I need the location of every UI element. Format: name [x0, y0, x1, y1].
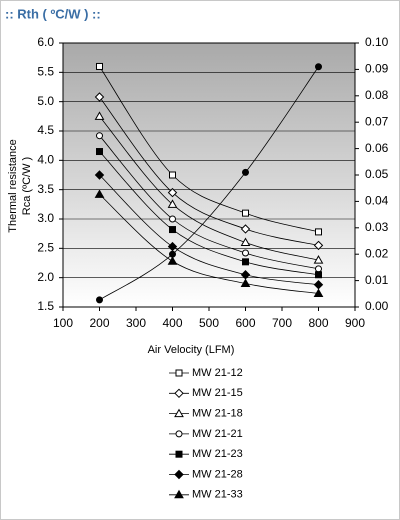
- marker: [169, 215, 176, 223]
- marker: [169, 171, 176, 179]
- legend-label: MW 21-23: [192, 448, 243, 460]
- marker: [313, 240, 324, 251]
- y-tick-label: 5.5: [37, 65, 54, 79]
- marker: [94, 170, 105, 180]
- x-tick-label: 400: [162, 316, 182, 330]
- series-line: [99, 66, 319, 301]
- marker: [96, 296, 103, 304]
- y-axis-label: Thermal resistance: [7, 139, 19, 233]
- marker: [167, 187, 178, 198]
- x-axis-label: Air Velocity (LFM): [148, 344, 235, 356]
- y-tick-label: 2.5: [37, 241, 54, 255]
- marker: [240, 237, 251, 246]
- y-tick-label: 2.0: [37, 270, 54, 284]
- y-axis-label: Rca (ºC/W ): [21, 157, 33, 215]
- y-tick-label: 4.0: [37, 153, 54, 167]
- y-tick-label: 3.0: [37, 211, 54, 225]
- legend-label: MW 21-18: [192, 408, 243, 420]
- legend-label: MW 21-12: [192, 367, 243, 379]
- y2-tick-label: 0.07: [365, 114, 389, 128]
- marker: [169, 250, 176, 258]
- y-tick-label: 6.0: [37, 35, 54, 49]
- marker: [315, 265, 322, 273]
- x-tick-label: 300: [126, 316, 146, 330]
- marker: [240, 278, 251, 288]
- marker: [167, 256, 178, 265]
- marker: [175, 430, 183, 438]
- marker: [242, 258, 249, 266]
- x-tick-label: 500: [199, 316, 219, 330]
- legend-label: MW 21-33: [192, 489, 243, 501]
- x-tick-label: 600: [235, 316, 255, 330]
- plot-area: [62, 42, 356, 308]
- y2-tick-label: 0.00: [365, 299, 389, 313]
- marker: [242, 249, 249, 257]
- y-tick-label: 5.0: [37, 94, 54, 108]
- marker: [94, 189, 105, 198]
- marker: [242, 168, 249, 176]
- y2-tick-label: 0.06: [365, 141, 389, 155]
- marker: [96, 148, 103, 156]
- y2-tick-label: 0.10: [365, 35, 389, 49]
- y-tick-label: 4.5: [37, 123, 54, 137]
- marker: [174, 469, 184, 480]
- x-tick-label: 800: [308, 316, 328, 330]
- series-line: [99, 135, 319, 270]
- marker: [315, 228, 322, 236]
- legend-label: MW 21-21: [192, 428, 243, 440]
- y2-tick-label: 0.01: [365, 273, 389, 287]
- marker: [240, 224, 251, 234]
- y2-tick-label: 0.09: [365, 62, 389, 76]
- marker: [167, 199, 178, 208]
- x-tick-label: 100: [53, 316, 73, 330]
- legend-label: MW 21-28: [192, 468, 243, 480]
- series-line: [99, 174, 319, 286]
- y2-tick-label: 0.03: [365, 220, 389, 234]
- marker: [94, 111, 105, 120]
- x-tick-label: 900: [345, 316, 365, 330]
- marker: [313, 288, 324, 298]
- series-line: [99, 194, 319, 294]
- marker: [174, 489, 184, 499]
- legend-label: MW 21-15: [192, 387, 243, 399]
- marker: [96, 62, 103, 70]
- series-line: [99, 96, 319, 246]
- y2-tick-label: 0.02: [365, 246, 389, 260]
- marker: [174, 388, 184, 399]
- marker: [169, 226, 176, 234]
- series-line: [99, 116, 319, 261]
- x-tick-label: 700: [272, 316, 292, 330]
- y2-tick-label: 0.08: [365, 88, 389, 102]
- x-tick-label: 200: [89, 316, 109, 330]
- marker: [313, 255, 324, 264]
- marker: [174, 408, 184, 418]
- y2-tick-label: 0.04: [365, 194, 389, 208]
- marker: [315, 271, 322, 279]
- series-line: [99, 66, 319, 233]
- marker: [175, 369, 183, 377]
- series-line: [99, 151, 319, 276]
- marker: [94, 92, 105, 102]
- marker: [242, 209, 249, 217]
- y-tick-label: 3.5: [37, 182, 54, 196]
- marker: [315, 63, 322, 71]
- marker: [167, 241, 178, 252]
- y2-tick-label: 0.05: [365, 167, 389, 181]
- chart-title: :: Rth ( ºC/W ) ::: [5, 6, 101, 21]
- marker: [175, 450, 183, 458]
- y-tick-label: 1.5: [37, 299, 54, 313]
- marker: [96, 132, 103, 140]
